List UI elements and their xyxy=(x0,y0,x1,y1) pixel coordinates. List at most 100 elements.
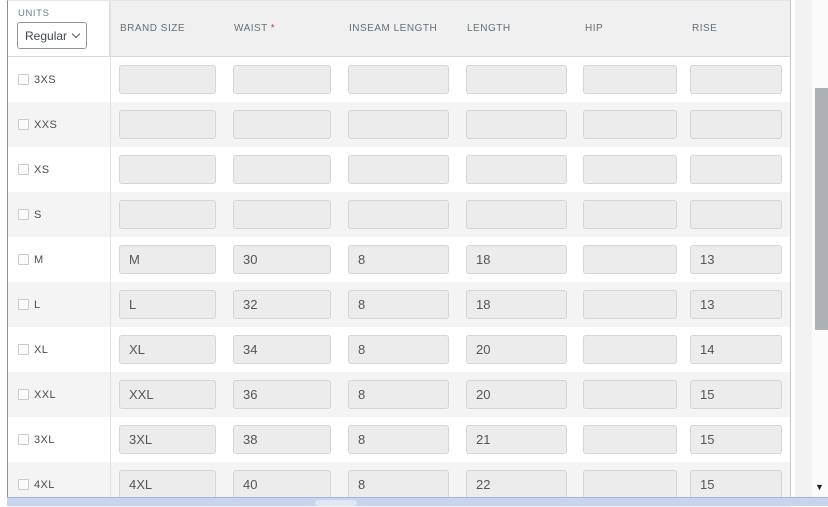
length-input[interactable] xyxy=(466,200,567,229)
inseam-length-input[interactable] xyxy=(348,110,449,139)
rise-input[interactable] xyxy=(690,470,782,499)
inseam-length-input[interactable] xyxy=(348,470,449,499)
column-header-waist: WAIST* xyxy=(234,23,332,34)
rise-input[interactable] xyxy=(690,425,782,454)
hip-input[interactable] xyxy=(583,470,677,499)
row-size-label: 4XL xyxy=(34,479,55,491)
hip-input[interactable] xyxy=(583,425,677,454)
waist-input[interactable] xyxy=(233,200,331,229)
length-input[interactable] xyxy=(466,110,567,139)
brand-size-input[interactable] xyxy=(119,290,216,319)
scroll-down-arrow-icon[interactable]: ▼ xyxy=(815,482,824,492)
required-asterisk: * xyxy=(271,23,275,34)
brand-size-input[interactable] xyxy=(119,155,216,184)
hip-input[interactable] xyxy=(583,380,677,409)
rise-input[interactable] xyxy=(690,290,782,319)
rise-input[interactable] xyxy=(690,380,782,409)
row-size-label: M xyxy=(34,254,44,266)
inseam-length-input[interactable] xyxy=(348,380,449,409)
row-checkbox[interactable] xyxy=(18,164,29,175)
row-size-label: L xyxy=(34,299,41,311)
length-input[interactable] xyxy=(466,335,567,364)
row-size-label: XXS xyxy=(34,119,57,131)
column-header-inseam: INSEAM LENGTH xyxy=(349,23,450,34)
length-input[interactable] xyxy=(466,425,567,454)
rise-input[interactable] xyxy=(690,200,782,229)
rise-input[interactable] xyxy=(690,335,782,364)
row-checkbox[interactable] xyxy=(18,119,29,130)
waist-input[interactable] xyxy=(233,65,331,94)
waist-input[interactable] xyxy=(233,290,331,319)
rise-input[interactable] xyxy=(690,65,782,94)
hip-input[interactable] xyxy=(583,155,677,184)
brand-size-input[interactable] xyxy=(119,245,216,274)
brand-size-input[interactable] xyxy=(119,65,216,94)
size-row-3xs: 3XS xyxy=(8,57,790,102)
inseam-length-input[interactable] xyxy=(348,200,449,229)
length-input[interactable] xyxy=(466,65,567,94)
row-checkbox[interactable] xyxy=(18,299,29,310)
row-size-label: 3XL xyxy=(34,434,55,446)
vertical-scrollbar-thumb[interactable] xyxy=(815,88,828,330)
hip-input[interactable] xyxy=(583,290,677,319)
brand-size-input[interactable] xyxy=(119,380,216,409)
hip-input[interactable] xyxy=(583,65,677,94)
length-input[interactable] xyxy=(466,290,567,319)
row-size-label: XXL xyxy=(34,389,56,401)
waist-input[interactable] xyxy=(233,245,331,274)
inseam-length-input[interactable] xyxy=(348,335,449,364)
right-gutter xyxy=(795,0,812,497)
waist-input[interactable] xyxy=(233,155,331,184)
size-row-m: M xyxy=(8,237,790,282)
size-row-xxl: XXL xyxy=(8,372,790,417)
row-checkbox[interactable] xyxy=(18,479,29,490)
units-select[interactable]: Regular xyxy=(17,22,87,49)
row-checkbox[interactable] xyxy=(18,389,29,400)
inseam-length-input[interactable] xyxy=(348,155,449,184)
column-header-length: LENGTH xyxy=(467,23,568,34)
row-checkbox[interactable] xyxy=(18,344,29,355)
hip-input[interactable] xyxy=(583,335,677,364)
size-row-3xl: 3XL xyxy=(8,417,790,462)
waist-input[interactable] xyxy=(233,335,331,364)
waist-input[interactable] xyxy=(233,470,331,499)
row-size-label: XS xyxy=(34,164,49,176)
hip-input[interactable] xyxy=(583,245,677,274)
row-checkbox[interactable] xyxy=(18,74,29,85)
hip-input[interactable] xyxy=(583,110,677,139)
row-checkbox[interactable] xyxy=(18,254,29,265)
waist-input[interactable] xyxy=(233,110,331,139)
row-size-label: S xyxy=(34,209,42,221)
brand-size-input[interactable] xyxy=(119,470,216,499)
size-row-xl: XL xyxy=(8,327,790,372)
brand-size-input[interactable] xyxy=(119,425,216,454)
row-checkbox[interactable] xyxy=(18,434,29,445)
rise-input[interactable] xyxy=(690,245,782,274)
length-input[interactable] xyxy=(466,155,567,184)
units-select-control[interactable]: Regular xyxy=(17,22,87,49)
waist-input[interactable] xyxy=(233,425,331,454)
inseam-length-input[interactable] xyxy=(348,425,449,454)
rise-input[interactable] xyxy=(690,155,782,184)
brand-size-input[interactable] xyxy=(119,110,216,139)
horizontal-scrollbar-thumb[interactable] xyxy=(315,500,357,506)
column-header-hip: HIP xyxy=(585,23,679,34)
brand-size-input[interactable] xyxy=(119,335,216,364)
inseam-length-input[interactable] xyxy=(348,245,449,274)
rise-input[interactable] xyxy=(690,110,782,139)
horizontal-scrollbar[interactable] xyxy=(7,497,828,506)
size-rows: 3XS XXS XS S M xyxy=(8,57,790,507)
length-input[interactable] xyxy=(466,245,567,274)
size-row-xxs: XXS xyxy=(8,102,790,147)
length-input[interactable] xyxy=(466,380,567,409)
units-label: UNITS xyxy=(18,8,50,19)
length-input[interactable] xyxy=(466,470,567,499)
waist-input[interactable] xyxy=(233,380,331,409)
inseam-length-input[interactable] xyxy=(348,290,449,319)
row-checkbox[interactable] xyxy=(18,209,29,220)
column-header-rise: RISE xyxy=(692,23,784,34)
hip-input[interactable] xyxy=(583,200,677,229)
row-size-label: 3XS xyxy=(34,74,56,86)
brand-size-input[interactable] xyxy=(119,200,216,229)
inseam-length-input[interactable] xyxy=(348,65,449,94)
